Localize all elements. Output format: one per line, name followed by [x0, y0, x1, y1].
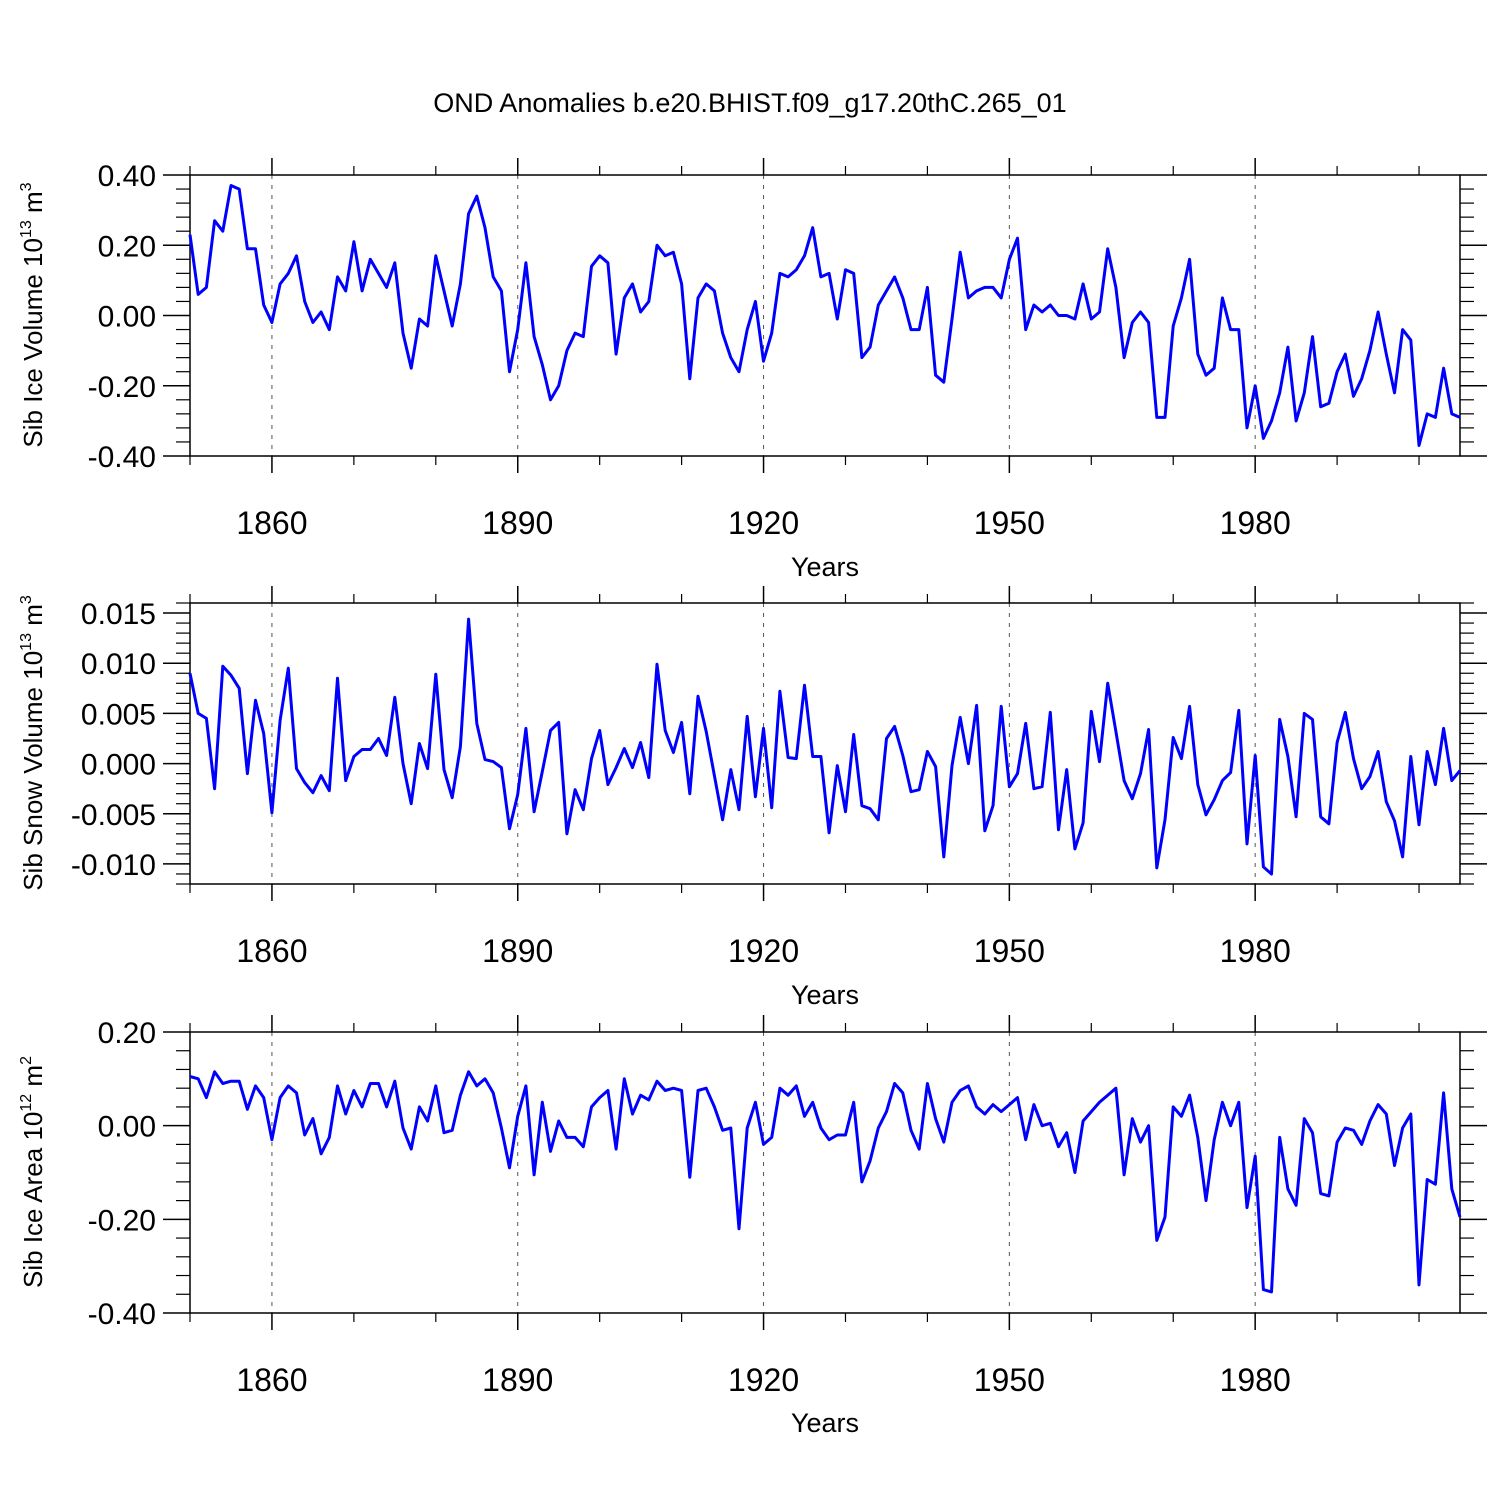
y-tick-label--0.40: -0.40	[88, 441, 156, 474]
y-label-base: 10	[18, 238, 48, 267]
x-gridlines	[271, 1032, 1256, 1313]
x-tick-label-1950: 1950	[974, 1362, 1045, 1398]
y-label-unit: m	[18, 191, 48, 213]
y-label-unit: m	[18, 1065, 48, 1087]
x-axis-label: Years	[791, 980, 859, 1010]
plot-frame	[189, 602, 1461, 885]
y-tick-label-0.005: 0.005	[81, 698, 156, 731]
y-label-text: Sib Snow Volume	[18, 687, 48, 891]
x-tick-label-1980: 1980	[1220, 505, 1291, 541]
x-gridlines	[271, 603, 1256, 884]
x-axis-label: Years	[791, 552, 859, 582]
x-tick-labels: 1860 1890 1920 1950 1980	[236, 505, 1290, 541]
axis-ticks	[163, 586, 1487, 901]
data-series-line	[188, 184, 1461, 447]
x-tick-label-1860: 1860	[236, 1362, 307, 1398]
y-label-power: 12	[18, 1094, 35, 1112]
x-tick-labels: 1860 1890 1920 1950 1980	[236, 933, 1290, 969]
panel-snow-volume: -0.010 -0.005 0.000 0.005 0.010 0.015 1860 189…	[18, 586, 1487, 1010]
data-series-line	[189, 1070, 1462, 1294]
x-axis-label: Years	[791, 1408, 859, 1438]
series-line	[188, 184, 1461, 447]
y-tick-label-0.20: 0.20	[98, 1017, 156, 1050]
x-tick-labels: 1860 1890 1920 1950 1980	[236, 1362, 1290, 1398]
x-tick-label-1860: 1860	[236, 505, 307, 541]
y-tick-label-0.015: 0.015	[81, 598, 156, 631]
y-label-base: 10	[18, 651, 48, 680]
y-tick-label--0.40: -0.40	[88, 1298, 156, 1331]
x-tick-label-1950: 1950	[974, 505, 1045, 541]
y-axis-label: Sib Snow Volume 1013 m3	[18, 595, 48, 891]
y-label-power: 13	[18, 633, 35, 651]
y-tick-label-0.00: 0.00	[98, 1111, 156, 1144]
x-tick-label-1920: 1920	[728, 933, 799, 969]
y-tick-label--0.20: -0.20	[88, 371, 156, 404]
y-tick-labels: -0.40 -0.20 0.00 0.20	[88, 1017, 156, 1331]
y-tick-label-0.20: 0.20	[98, 230, 156, 263]
plot-frame	[189, 174, 1461, 457]
y-axis-label: Sib Ice Area 1012 m2	[18, 1056, 48, 1288]
y-tick-labels: -0.010 -0.005 0.000 0.005 0.010 0.015	[71, 598, 156, 882]
y-label-unit-power: 2	[18, 1056, 35, 1065]
x-tick-label-1920: 1920	[728, 505, 799, 541]
x-tick-label-1920: 1920	[728, 1362, 799, 1398]
y-axis-label: Sib Ice Volume 1013 m3	[18, 182, 48, 447]
x-tick-label-1890: 1890	[482, 1362, 553, 1398]
x-tick-label-1950: 1950	[974, 933, 1045, 969]
y-tick-label-0.000: 0.000	[81, 749, 156, 782]
y-tick-label--0.005: -0.005	[71, 799, 156, 832]
panel-ice-area: -0.40-0.200.000.20 1860 1890 1920 1950 1980 …	[18, 1015, 1487, 1438]
data-series-line	[188, 617, 1462, 876]
x-tick-label-1890: 1890	[482, 933, 553, 969]
chart-title: OND Anomalies b.e20.BHIST.f09_g17.20thC.…	[433, 88, 1066, 118]
y-label-power: 13	[18, 220, 35, 238]
plot-frame	[189, 1031, 1461, 1314]
y-tick-label-0.00: 0.00	[98, 301, 156, 334]
series-line	[189, 1070, 1462, 1294]
panel-ice-volume: -0.40-0.200.000.200.40 1860 1890 1920 1950 1…	[18, 158, 1487, 582]
y-tick-label-0.40: 0.40	[98, 160, 156, 193]
y-tick-labels: -0.40 -0.20 0.00 0.20 0.40	[88, 160, 156, 474]
y-label-text: Sib Ice Area	[18, 1147, 48, 1288]
x-tick-label-1980: 1980	[1220, 933, 1291, 969]
x-tick-label-1860: 1860	[236, 933, 307, 969]
axis-ticks	[163, 158, 1487, 473]
y-label-base: 10	[18, 1112, 48, 1141]
y-label-unit: m	[18, 604, 48, 626]
x-tick-label-1980: 1980	[1220, 1362, 1291, 1398]
series-line	[188, 617, 1462, 876]
y-label-unit-power: 3	[18, 182, 35, 191]
y-label-text: Sib Ice Volume	[18, 274, 48, 447]
y-tick-label-0.010: 0.010	[81, 648, 156, 681]
x-tick-label-1890: 1890	[482, 505, 553, 541]
y-tick-label--0.010: -0.010	[71, 849, 156, 882]
y-label-unit-power: 3	[18, 595, 35, 604]
x-gridlines	[271, 175, 1256, 456]
y-tick-label--0.20: -0.20	[88, 1204, 156, 1237]
axis-ticks	[163, 1015, 1487, 1330]
